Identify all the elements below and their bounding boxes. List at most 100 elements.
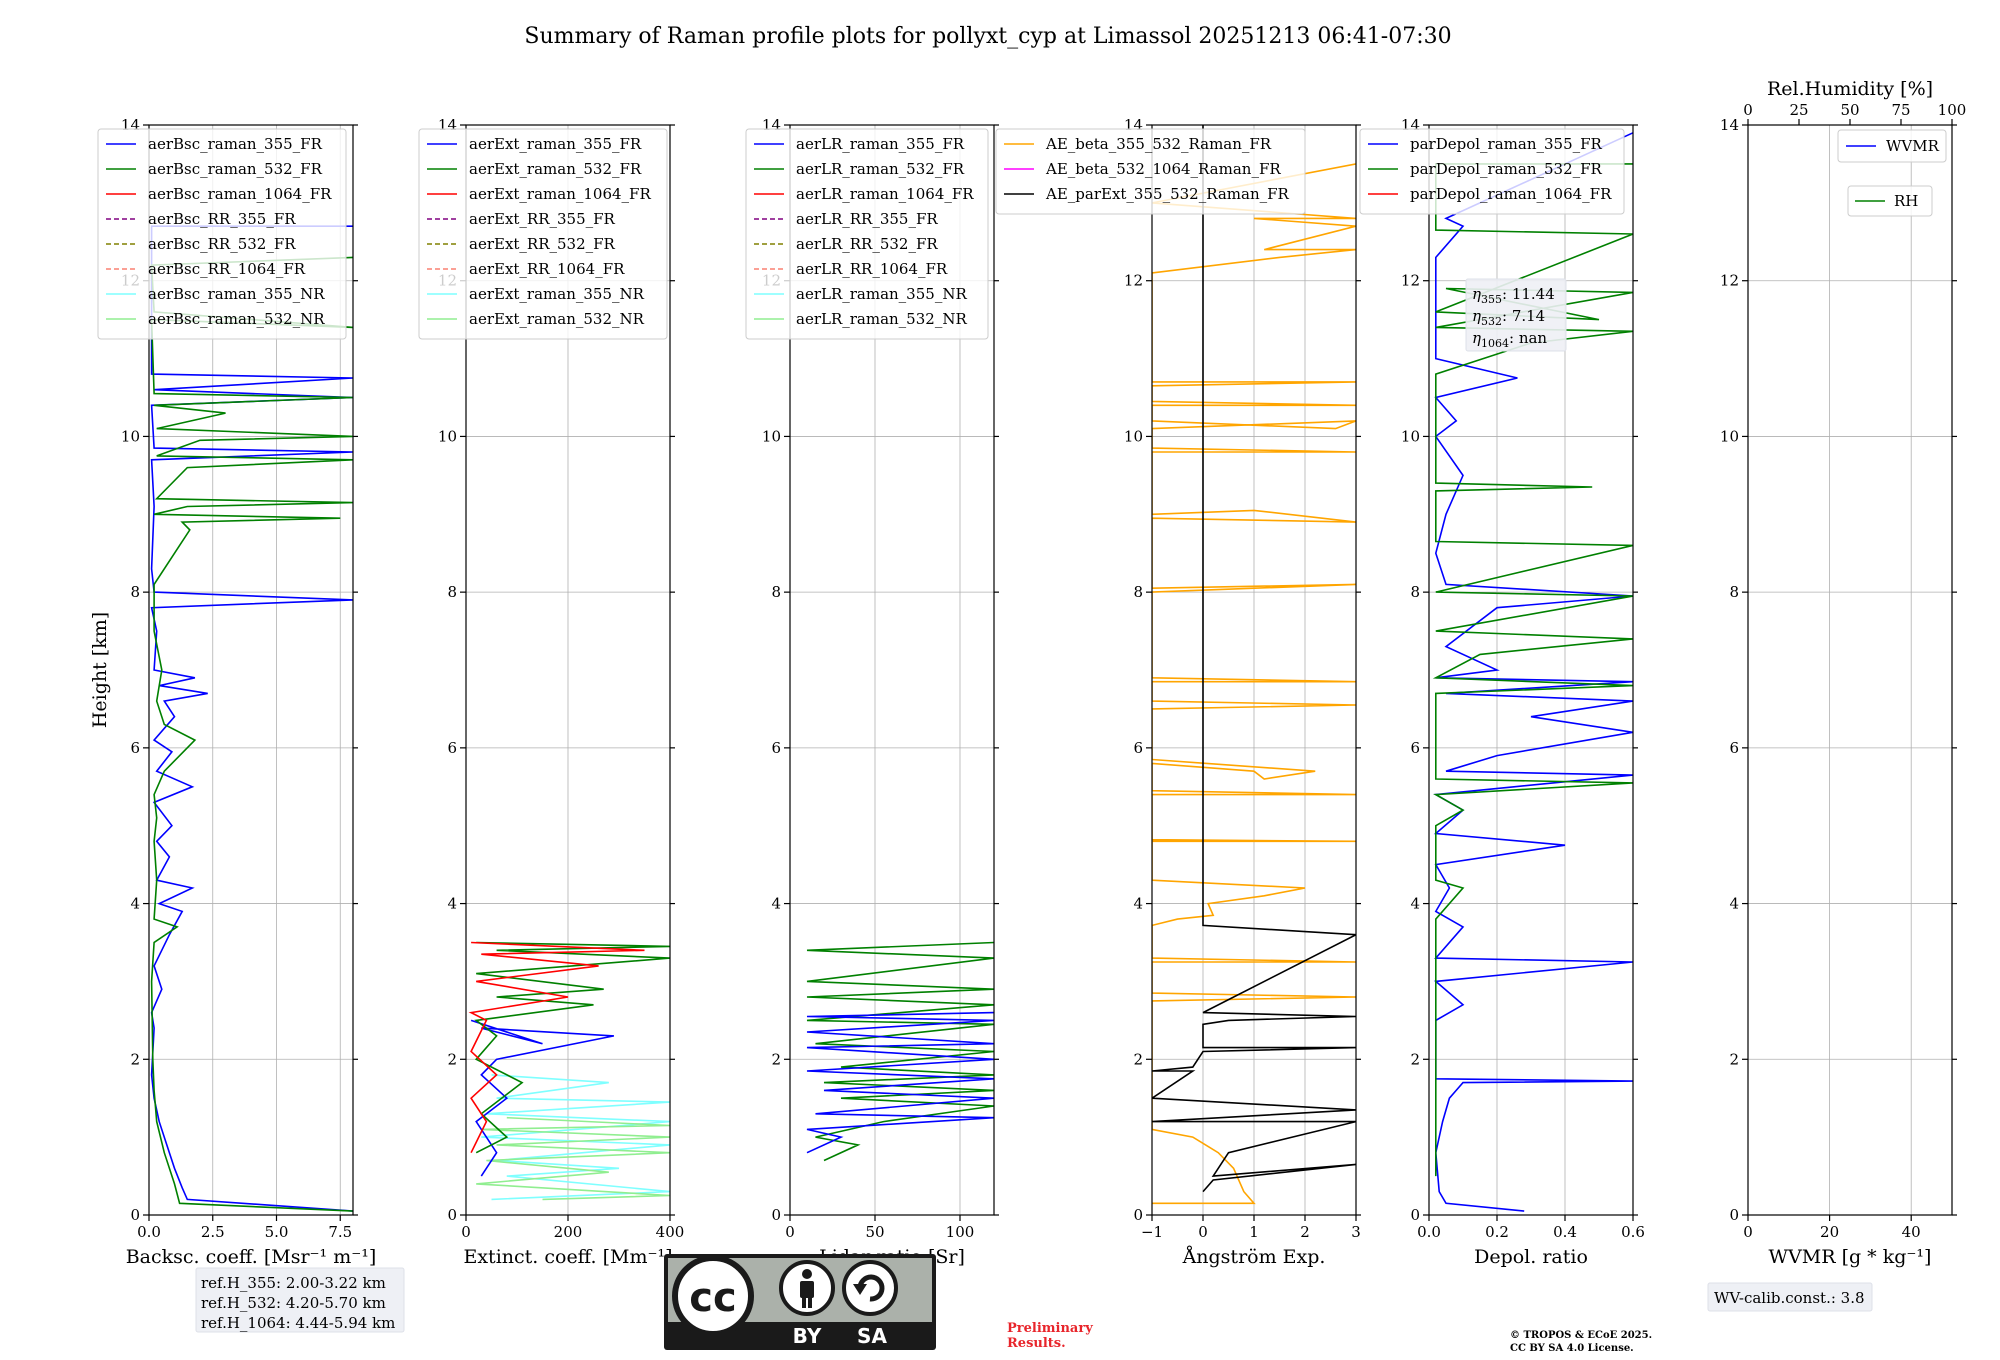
legend-label: aerExt_raman_355_FR [469,135,642,153]
xtick-label: 3 [1351,1223,1361,1241]
series-line-aerExt_raman_355_NR [481,1074,670,1201]
legend-label: parDepol_raman_532_FR [1410,160,1603,178]
gridlines [1151,124,1357,1216]
legend-label: aerBsc_raman_355_NR [148,285,325,303]
ytick-label: 2 [130,1050,140,1068]
ytick-label: 4 [1410,895,1420,913]
top-xtick-label: 25 [1789,101,1808,119]
xtick-label: 0.4 [1553,1223,1577,1241]
legend-label: aerExt_raman_532_NR [469,310,645,328]
ytick-label: 6 [1133,739,1143,757]
legend-label: AE_beta_355_532_Raman_FR [1045,135,1272,153]
legend-box [418,128,668,340]
x-axis-label: Depol. ratio [1474,1246,1588,1268]
legend-label: RH [1894,192,1918,210]
legend-label: aerExt_RR_532_FR [469,235,616,253]
xtick-label: 1 [1249,1223,1259,1241]
xtick-label: 0.0 [137,1223,161,1241]
wv-calib-box: WV-calib.const.: 3.8 [1707,1282,1873,1312]
ytick-label: 10 [762,427,781,445]
ytick-label: 14 [1720,116,1739,134]
xtick-label: −1 [1141,1223,1163,1241]
cc-by-sa-logo: cc BY SA [664,1254,936,1350]
panel-extinction: 024681012140200400Extinct. coeff. [Mm⁻¹]… [418,116,684,1268]
annotation-bg [1465,278,1567,352]
eta-value: η355: 11.44 [1472,285,1555,306]
top-xtick-label: 100 [1938,101,1967,119]
legend-label: aerBsc_RR_1064_FR [148,260,306,278]
x-axis-label: WVMR [g * kg⁻¹] [1769,1246,1932,1268]
series-group [468,941,670,1201]
top-xtick-label: 50 [1840,101,1859,119]
legend-box [1847,185,1933,217]
xtick-label: 2.5 [201,1223,225,1241]
xtick-label: 0.0 [1417,1223,1441,1241]
y-axis-label: Height [km] [89,612,111,728]
legend-label: aerLR_raman_532_NR [796,310,967,328]
preliminary-line-1: Preliminary [1007,1321,1093,1336]
legend: aerBsc_raman_355_FR aerBsc_raman_532_FRae… [97,128,347,340]
cc-sa-label: SA [857,1324,887,1348]
ref-h-355: ref.H_355: 2.00-3.22 km [201,1274,386,1292]
legend-label: aerBsc_raman_532_FR [148,160,323,178]
ytick-label: 10 [438,427,457,445]
legend-label: aerExt_raman_355_NR [469,285,645,303]
xtick-label: 0.6 [1621,1223,1645,1241]
legend-label: aerBsc_RR_355_FR [148,210,296,228]
copyright-line-1: © TROPOS & ECoE 2025. [1510,1330,1652,1341]
xtick-label: 0 [461,1223,471,1241]
axes-frame [789,124,995,1216]
legend-label: aerBsc_raman_1064_FR [148,185,332,203]
legend-label: aerLR_RR_355_FR [796,210,938,228]
ytick-label: 12 [1124,272,1143,290]
series-line-parDepol_raman_355_FR [1433,132,1633,1212]
ytick-label: 4 [130,895,140,913]
x-axis-label: Ångström Exp. [1182,1246,1326,1268]
xtick-label: 0 [1198,1223,1208,1241]
ytick-label: 6 [130,739,140,757]
ytick-label: 2 [1410,1050,1420,1068]
legend-label: AE_parExt_355_532_Raman_FR [1045,185,1290,203]
legend-label: aerExt_RR_1064_FR [469,260,625,278]
ytick-label: 0 [447,1206,457,1224]
series-group [806,941,994,1162]
legend-label: aerLR_raman_355_NR [796,285,967,303]
series-line-aerLR_raman_355_FR [806,1011,994,1154]
ref-h-532: ref.H_532: 4.20-5.70 km [201,1294,386,1312]
series-line-AE_beta_355_532_Raman_FR [1152,163,1356,1205]
legend: parDepol_raman_355_FR parDepol_raman_532_… [1359,128,1625,215]
legend-label: aerExt_raman_532_FR [469,160,642,178]
axes-frame [148,124,354,1216]
ytick-label: 6 [771,739,781,757]
legend-label: aerLR_RR_1064_FR [796,260,948,278]
x-axis-label: Backsc. coeff. [Msr⁻¹ m⁻¹] [126,1246,377,1268]
top-xtick-label: 75 [1891,101,1910,119]
ytick-label: 10 [1401,427,1420,445]
figure-title: Summary of Raman profile plots for polly… [524,24,1451,49]
ytick-label: 0 [1133,1206,1143,1224]
xtick-label: 7.5 [328,1223,352,1241]
ytick-label: 8 [447,583,457,601]
top-xtick-label: 0 [1743,101,1753,119]
ytick-label: 4 [771,895,781,913]
legend-label: aerLR_raman_532_FR [796,160,965,178]
legend: aerExt_raman_355_FR aerExt_raman_532_FRae… [418,128,668,340]
legend-label: aerBsc_RR_532_FR [148,235,296,253]
ytick-label: 0 [1729,1206,1739,1224]
ref-h-1064: ref.H_1064: 4.44-5.94 km [201,1314,395,1332]
legend-label: aerLR_raman_355_FR [796,135,965,153]
ytick-label: 0 [1410,1206,1420,1224]
series-line-aerBsc_raman_355_FR [150,225,353,1212]
ytick-label: 4 [1729,895,1739,913]
panel-lidar_ratio: 02468101214050100Lidar ratio [Sr]aerLR_r… [745,116,999,1268]
ytick-label: 2 [771,1050,781,1068]
ref-height-box: ref.H_355: 2.00-3.22 km ref.H_532: 4.20-… [195,1267,405,1333]
cc-mark: cc [689,1275,736,1321]
attribution-person-icon [779,1260,835,1316]
series-line-AE_parExt_355_532_Raman_FR [1152,125,1356,1193]
xtick-label: 200 [554,1223,583,1241]
